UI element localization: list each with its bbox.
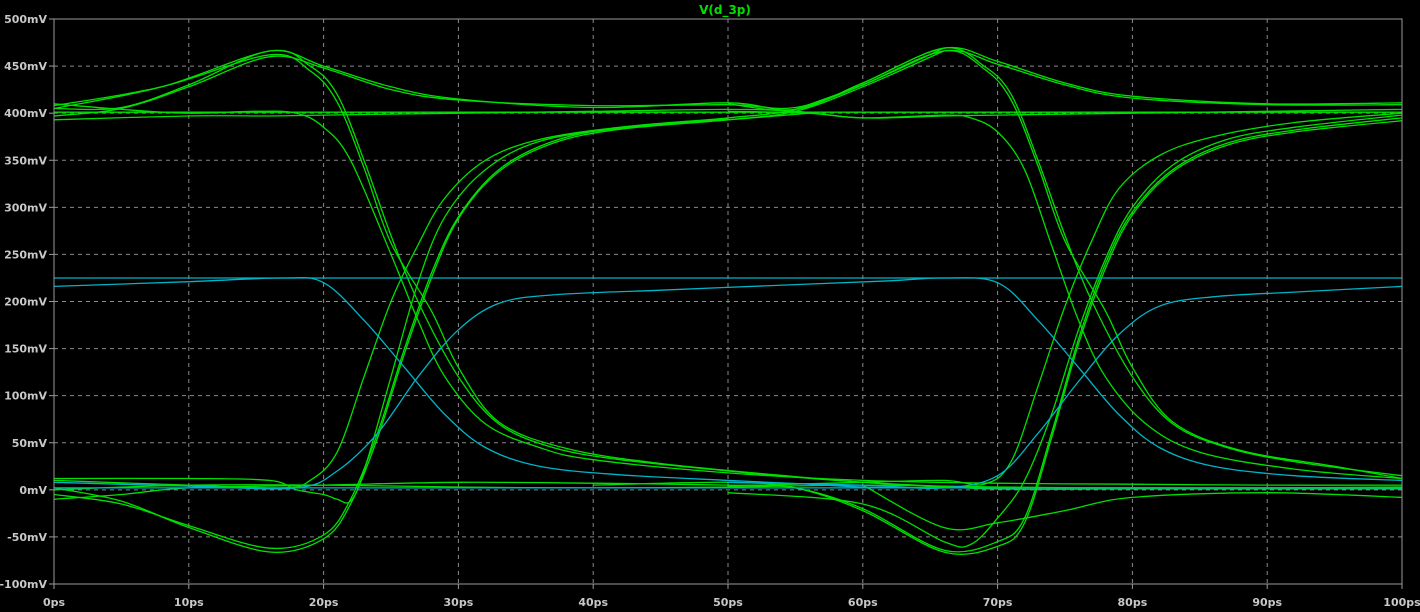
y-tick-label: 100mV	[4, 390, 47, 403]
green-trace	[53, 47, 944, 550]
green-trace	[53, 103, 1403, 486]
x-tick-label: 100ps	[1383, 596, 1420, 609]
y-tick-label: 400mV	[4, 107, 47, 120]
y-tick-label: 200mV	[4, 296, 47, 309]
x-tick-label: 0ps	[43, 596, 66, 609]
y-tick-label: 0mV	[19, 484, 47, 497]
green-trace	[727, 114, 1403, 548]
green-trace	[53, 49, 1403, 117]
trace-layer	[53, 46, 1403, 555]
y-tick-label: 450mV	[4, 60, 47, 73]
y-tick-label: 500mV	[4, 13, 47, 26]
green-trace	[862, 484, 1403, 531]
chart-title: V(d_3p)	[699, 3, 751, 18]
x-tick-label: 30ps	[444, 596, 474, 609]
green-trace	[727, 47, 1403, 477]
cyan-trace	[727, 285, 1403, 489]
x-axis-ticks: 0ps 10ps 20ps 30ps 40ps 50ps 60ps 70ps 80ps 90ps 1…	[43, 584, 1420, 609]
y-tick-label: -100mV	[0, 578, 47, 591]
y-tick-label: -50mV	[7, 531, 47, 544]
x-tick-label: 60ps	[848, 596, 878, 609]
x-tick-label: 70ps	[983, 596, 1013, 609]
y-tick-label: 300mV	[4, 201, 47, 214]
x-tick-label: 10ps	[174, 596, 204, 609]
y-tick-label: 250mV	[4, 248, 47, 261]
x-tick-label: 80ps	[1118, 596, 1148, 609]
x-tick-label: 40ps	[578, 596, 608, 609]
green-trace	[53, 118, 729, 504]
y-tick-label: 150mV	[4, 343, 47, 356]
y-axis-ticks: 500mV 450mV 400mV 350mV 300mV 250mV 200mV 150mV…	[0, 13, 54, 591]
green-trace	[727, 110, 1403, 480]
x-tick-label: 20ps	[309, 596, 339, 609]
green-trace	[53, 53, 1402, 490]
y-tick-label: 350mV	[4, 154, 47, 167]
grid-lines	[54, 19, 1402, 584]
cyan-trace	[53, 277, 1403, 490]
x-tick-label: 90ps	[1252, 596, 1282, 609]
y-tick-label: 50mV	[12, 437, 48, 450]
x-tick-label: 50ps	[713, 596, 743, 609]
green-trace	[53, 108, 1403, 121]
green-trace	[727, 112, 1403, 487]
